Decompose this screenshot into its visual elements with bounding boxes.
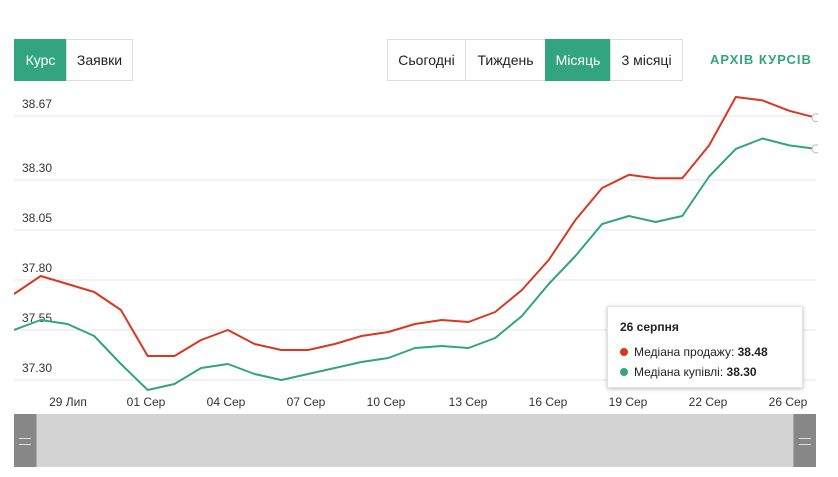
buy-dot-icon bbox=[620, 368, 628, 376]
period-month-button[interactable]: Місяць bbox=[545, 39, 611, 81]
tooltip-date: 26 серпня bbox=[620, 320, 679, 334]
series-line bbox=[14, 96, 817, 357]
tooltip-buy-label: Медіана купівлі: bbox=[634, 365, 724, 379]
tooltip-sell-row: Медіана продажу: 38.48 bbox=[620, 342, 790, 362]
y-tick-label: 37.55 bbox=[22, 311, 52, 325]
navigator-left-handle[interactable] bbox=[14, 414, 36, 467]
x-tick-label: 04 Сер bbox=[207, 395, 246, 409]
tab-orders[interactable]: Заявки bbox=[66, 39, 133, 81]
chart-tooltip: 26 серпня Медіана продажу: 38.48 Медіана… bbox=[607, 306, 803, 388]
y-tick-label: 38.30 bbox=[22, 161, 52, 175]
x-tick-label: 01 Сер bbox=[127, 395, 166, 409]
x-tick-label: 13 Сер bbox=[449, 395, 488, 409]
navigator-window[interactable] bbox=[36, 414, 794, 467]
tooltip-sell-value: 38.48 bbox=[737, 345, 768, 359]
tooltip-buy-row: Медіана купівлі: 38.30 bbox=[620, 362, 790, 382]
tab-rate[interactable]: Курс bbox=[14, 39, 67, 81]
x-tick-label: 07 Сер bbox=[287, 395, 326, 409]
x-tick-label: 19 Сер bbox=[609, 395, 648, 409]
y-tick-label: 38.67 bbox=[22, 97, 52, 111]
x-tick-label: 22 Сер bbox=[689, 395, 728, 409]
range-navigator[interactable] bbox=[14, 414, 816, 467]
tooltip-buy-value: 38.30 bbox=[726, 365, 757, 379]
x-tick-label: 29 Лип bbox=[49, 395, 87, 409]
series-end-marker bbox=[811, 144, 818, 154]
x-tick-label: 16 Сер bbox=[529, 395, 568, 409]
navigator-right-handle[interactable] bbox=[794, 414, 816, 467]
tooltip-sell-label: Медіана продажу: bbox=[634, 345, 735, 359]
period-today-button[interactable]: Сьогодні bbox=[387, 39, 466, 81]
y-tick-label: 37.80 bbox=[22, 261, 52, 275]
x-tick-label: 10 Сер bbox=[367, 395, 406, 409]
series-line bbox=[14, 137, 817, 391]
sell-dot-icon bbox=[620, 348, 628, 356]
y-tick-label: 37.30 bbox=[22, 361, 52, 375]
period-week-button[interactable]: Тиждень bbox=[465, 39, 546, 81]
series-end-marker bbox=[811, 113, 818, 123]
period-three-months-button[interactable]: 3 місяці bbox=[610, 39, 683, 81]
archive-link[interactable]: АРХІВ КУРСІВ bbox=[710, 52, 812, 67]
rate-chart: 38.67 38.30 38.05 37.80 37.55 37.30 29 Лип 01 С… bbox=[14, 90, 818, 412]
x-tick-label: 26 Сер bbox=[769, 395, 808, 409]
y-tick-label: 38.05 bbox=[22, 211, 52, 225]
